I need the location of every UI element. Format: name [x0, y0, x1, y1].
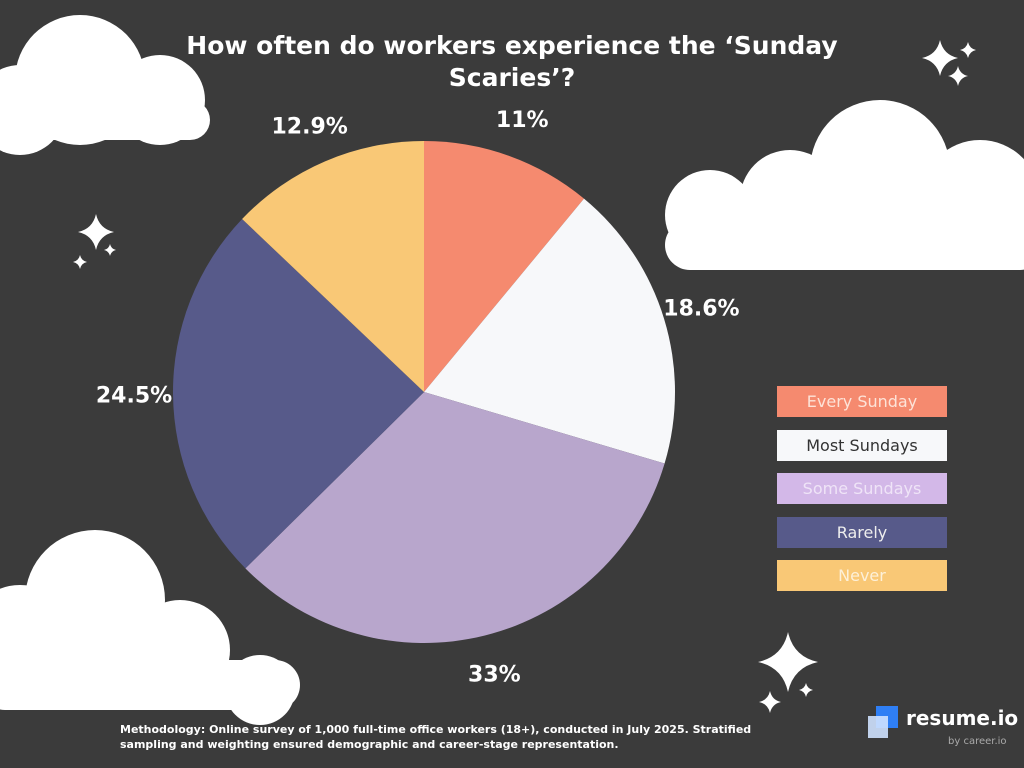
legend-item: Some Sundays	[777, 473, 947, 504]
sparkle-icon	[922, 40, 958, 76]
sparkle-icon	[758, 632, 818, 692]
sparkle-icon	[948, 66, 968, 86]
data-label: 24.5%	[96, 384, 172, 409]
brand-name: resume.io	[906, 706, 1019, 730]
sparkles	[73, 40, 976, 713]
data-label: 33%	[468, 662, 521, 687]
sparkle-icon	[73, 255, 87, 269]
legend-item: Most Sundays	[777, 429, 947, 461]
sparkle-icon	[759, 691, 781, 713]
legend-item: Every Sunday	[777, 386, 947, 417]
cloud-bottom-left	[0, 530, 300, 725]
data-label: 12.9%	[271, 114, 347, 139]
pie-slice-never	[242, 141, 424, 392]
cloud-right	[665, 100, 1024, 270]
sparkle-icon	[78, 214, 114, 250]
sparkle-icon	[104, 244, 116, 256]
cloud-top-left	[0, 15, 210, 155]
logo-icon	[868, 706, 898, 738]
pie-slice-every-sunday	[424, 141, 584, 392]
brand-byline: by career.io	[948, 736, 1007, 747]
data-label: 11%	[496, 108, 549, 133]
pie-slice-some-sundays	[245, 392, 665, 643]
chart-title: How often do workers experience the ‘Sun…	[186, 31, 838, 92]
legend-item: Rarely	[777, 516, 947, 548]
sparkle-icon	[799, 683, 813, 697]
methodology-note: Methodology: Online survey of 1,000 full…	[120, 723, 752, 751]
pie-slice-rarely	[172, 219, 424, 569]
legend-item: Never	[777, 560, 947, 591]
sparkle-icon	[960, 42, 976, 58]
data-label: 18.6%	[663, 297, 739, 322]
brand-logo: resume.io by career.io	[868, 706, 1018, 756]
clouds	[0, 15, 1024, 725]
pie-slice-most-sundays	[424, 198, 676, 464]
pie	[172, 141, 676, 643]
